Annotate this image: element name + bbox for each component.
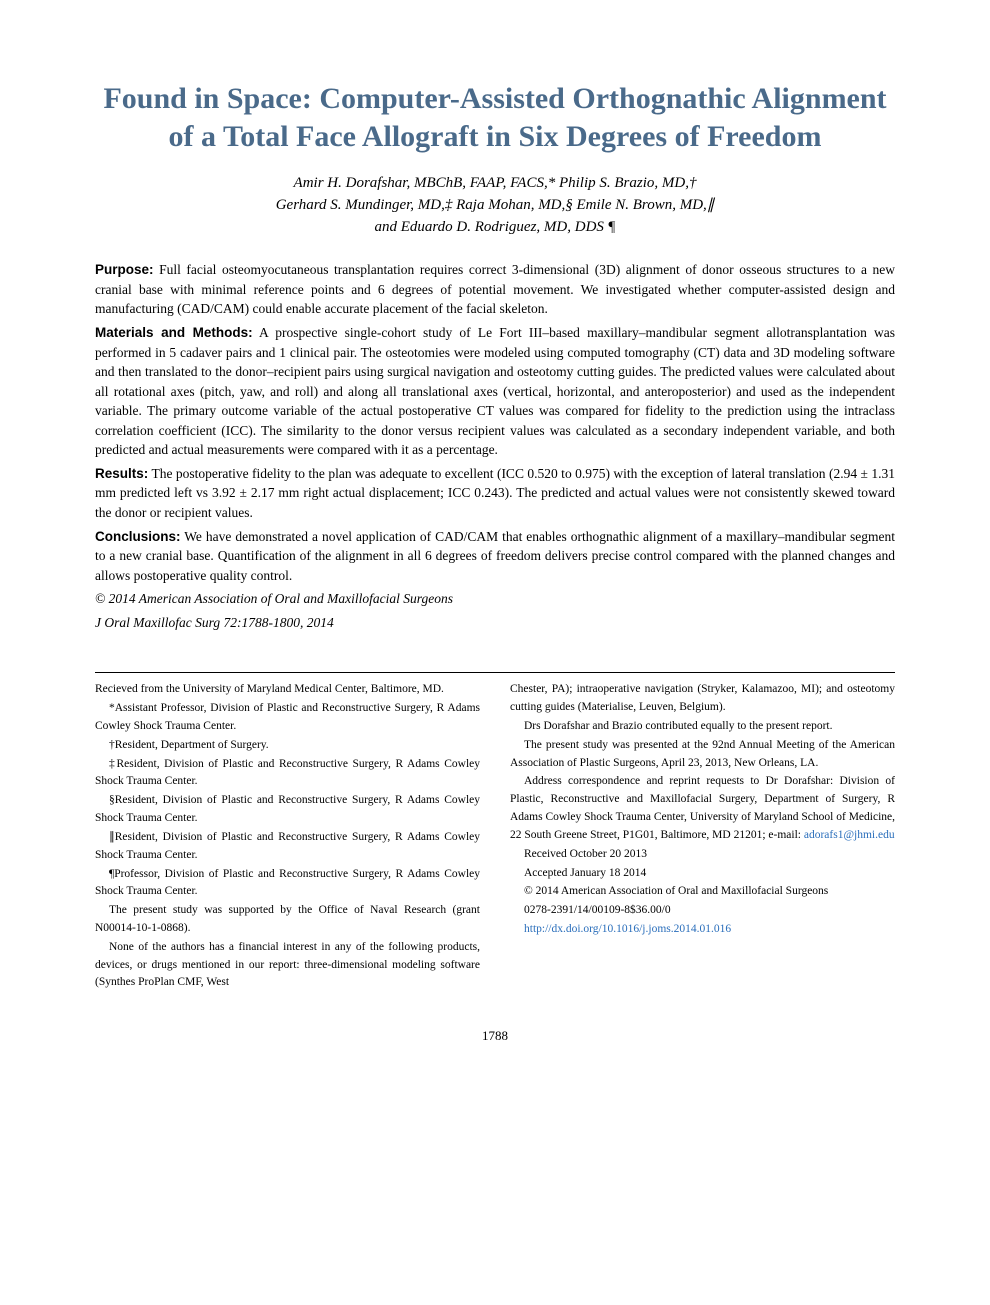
footnote-affiliation: ¶Professor, Division of Plastic and Reco…: [95, 866, 480, 902]
footnotes-block: Recieved from the University of Maryland…: [95, 672, 895, 993]
footnotes-left-column: Recieved from the University of Maryland…: [95, 681, 480, 993]
footnote-affiliation: ‡Resident, Division of Plastic and Recon…: [95, 756, 480, 792]
abstract-citation: J Oral Maxillofac Surg 72:1788-1800, 201…: [95, 613, 895, 633]
authors-line: Gerhard S. Mundinger, MD,‡ Raja Mohan, M…: [95, 195, 895, 217]
authors-block: Amir H. Dorafshar, MBChB, FAAP, FACS,* P…: [95, 173, 895, 238]
footnote-affiliation: §Resident, Division of Plastic and Recon…: [95, 792, 480, 828]
footnote-correspondence: Address correspondence and reprint reque…: [510, 773, 895, 844]
purpose-text: Full facial osteomyocutaneous transplant…: [95, 262, 895, 316]
authors-line: and Eduardo D. Rodriguez, MD, DDS ¶: [95, 217, 895, 239]
footnote-coi: None of the authors has a financial inte…: [95, 939, 480, 992]
footnote-coi-continued: Chester, PA); intraoperative navigation …: [510, 681, 895, 717]
results-label: Results:: [95, 466, 148, 481]
abstract-block: Purpose: Full facial osteomyocutaneous t…: [95, 260, 895, 632]
results-text: The postoperative fidelity to the plan w…: [95, 466, 895, 520]
doi-link[interactable]: http://dx.doi.org/10.1016/j.joms.2014.01…: [524, 923, 731, 935]
footnote-affiliation: ∥Resident, Division of Plastic and Recon…: [95, 829, 480, 865]
footnotes-right-column: Chester, PA); intraoperative navigation …: [510, 681, 895, 993]
methods-text: A prospective single-cohort study of Le …: [95, 325, 895, 457]
page-number: 1788: [95, 1028, 895, 1044]
abstract-conclusions: Conclusions: We have demonstrated a nove…: [95, 527, 895, 586]
abstract-results: Results: The postoperative fidelity to t…: [95, 464, 895, 523]
footnote-received-date: Received October 20 2013: [510, 846, 895, 864]
footnote-received-from: Recieved from the University of Maryland…: [95, 681, 480, 699]
footnote-support: The present study was supported by the O…: [95, 902, 480, 938]
footnote-issn: 0278-2391/14/00109-8$36.00/0: [510, 902, 895, 920]
footnote-doi: http://dx.doi.org/10.1016/j.joms.2014.01…: [510, 921, 895, 939]
footnote-copyright: © 2014 American Association of Oral and …: [510, 883, 895, 901]
conclusions-text: We have demonstrated a novel application…: [95, 529, 895, 583]
footnote-affiliation: †Resident, Department of Surgery.: [95, 737, 480, 755]
methods-label: Materials and Methods:: [95, 325, 253, 340]
footnote-presented: The present study was presented at the 9…: [510, 737, 895, 773]
footnote-contribution: Drs Dorafshar and Brazio contributed equ…: [510, 718, 895, 736]
footnote-affiliation: *Assistant Professor, Division of Plasti…: [95, 700, 480, 736]
abstract-methods: Materials and Methods: A prospective sin…: [95, 323, 895, 460]
conclusions-label: Conclusions:: [95, 529, 181, 544]
footnote-accepted-date: Accepted January 18 2014: [510, 865, 895, 883]
purpose-label: Purpose:: [95, 262, 154, 277]
correspondence-email-link[interactable]: adorafs1@jhmi.edu: [804, 829, 895, 841]
article-title: Found in Space: Computer-Assisted Orthog…: [95, 80, 895, 155]
abstract-copyright: © 2014 American Association of Oral and …: [95, 589, 895, 609]
authors-line: Amir H. Dorafshar, MBChB, FAAP, FACS,* P…: [95, 173, 895, 195]
abstract-purpose: Purpose: Full facial osteomyocutaneous t…: [95, 260, 895, 319]
